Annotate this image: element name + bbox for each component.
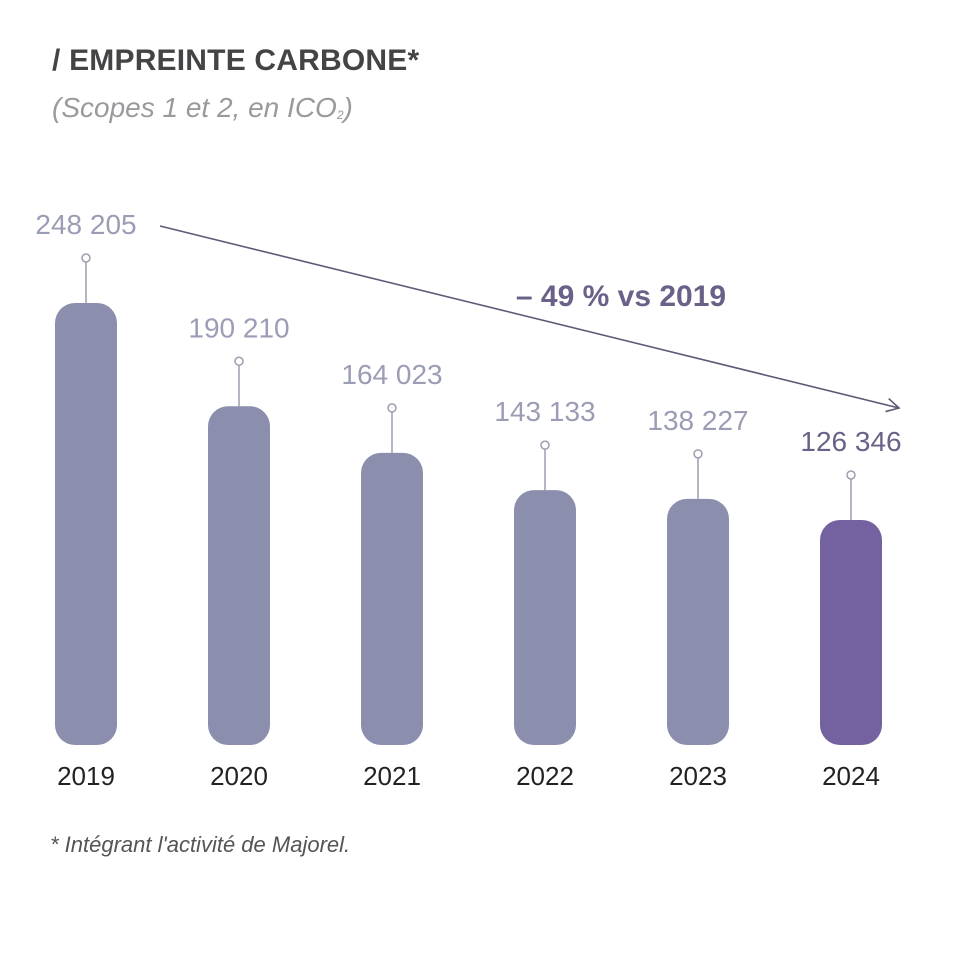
bar-2019 bbox=[55, 303, 117, 745]
value-label-2019: 248 205 bbox=[35, 209, 136, 240]
title-prefix: / bbox=[52, 44, 70, 77]
bar-marker-2022 bbox=[540, 440, 550, 450]
bar-2021 bbox=[361, 452, 423, 745]
footnote: * Intégrant l'activité de Majorel. bbox=[50, 832, 351, 857]
bar-marker-2019 bbox=[81, 253, 91, 263]
bar-2020 bbox=[208, 406, 270, 745]
trend-arrow-head bbox=[885, 397, 901, 413]
value-label-2021: 164 023 bbox=[341, 359, 442, 390]
bar-marker-2023 bbox=[693, 449, 703, 459]
bar-2023 bbox=[667, 498, 729, 745]
trend-arrow-line bbox=[159, 225, 900, 409]
year-label-2022: 2022 bbox=[516, 761, 574, 791]
year-label-2020: 2020 bbox=[210, 761, 268, 791]
value-label-2024: 126 346 bbox=[800, 426, 901, 457]
year-label-2019: 2019 bbox=[57, 761, 115, 791]
subtitle-end: ) bbox=[343, 92, 353, 123]
bar-marker-2021 bbox=[387, 403, 397, 413]
value-label-2023: 138 227 bbox=[647, 405, 748, 436]
bar-2024 bbox=[820, 520, 882, 745]
year-label-2023: 2023 bbox=[669, 761, 727, 791]
title-text: EMPREINTE CARBONE* bbox=[69, 44, 420, 77]
chart-title: / EMPREINTE CARBONE* bbox=[52, 44, 419, 78]
chart-subtitle: (Scopes 1 et 2, en ICO2) bbox=[52, 92, 353, 124]
subtitle-main: (Scopes 1 et 2, en ICO bbox=[52, 92, 337, 123]
subtitle-subscript: 2 bbox=[336, 108, 344, 122]
value-label-2020: 190 210 bbox=[188, 312, 289, 343]
bar-marker-2024 bbox=[846, 470, 856, 480]
year-label-2021: 2021 bbox=[363, 761, 421, 791]
bar-marker-2020 bbox=[234, 356, 244, 367]
year-label-2024: 2024 bbox=[822, 761, 880, 791]
trend-annotation: – 49 % vs 2019 bbox=[516, 280, 726, 313]
bar-2022 bbox=[514, 490, 576, 745]
value-label-2022: 143 133 bbox=[494, 396, 595, 427]
